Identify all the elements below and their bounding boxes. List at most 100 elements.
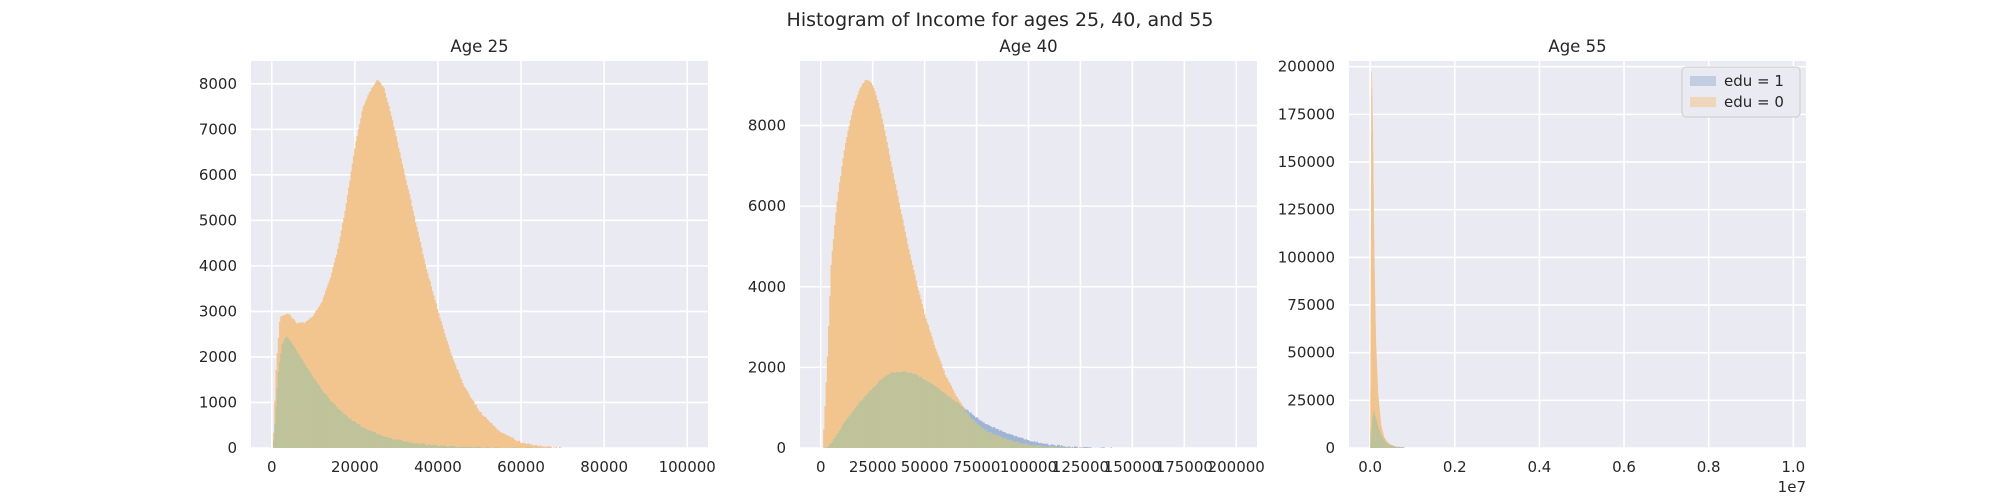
bar-overlap [294,348,297,448]
bar-overlap [955,402,957,448]
histogram-bars [272,80,562,448]
bar-edu1 [1041,443,1043,447]
bar-overlap [464,446,467,448]
bar-edu0 [395,136,397,440]
bar-edu1 [985,424,988,430]
bar-overlap [452,445,454,448]
bar-overlap [973,420,976,448]
bar-overlap [368,429,371,448]
bar-edu0 [935,351,938,387]
y-tick-label: 150000 [1278,153,1335,171]
bar-overlap [420,443,423,448]
bar-edu0 [442,328,445,446]
bar-overlap [933,385,936,448]
bar-edu0 [406,185,408,442]
bar-overlap [438,445,441,448]
bar-edu0 [316,309,319,383]
bar-edu0 [901,219,904,372]
bar-overlap [840,428,842,448]
bar-edu0 [908,249,910,373]
bar-edu0 [955,395,957,403]
bar-overlap [288,339,291,448]
bar-edu0 [823,429,825,448]
bar-edu1 [1019,437,1022,444]
bar-edu0 [851,115,853,413]
subplot-title: Age 55 [1548,37,1606,56]
bar-overlap [441,445,443,448]
bar-overlap [1003,438,1006,448]
bar-overlap [1007,440,1009,448]
bar-overlap [350,419,353,448]
bar-overlap [470,446,473,448]
bar-edu0 [950,385,952,398]
bar-overlap [1013,442,1016,448]
bar-edu1 [1052,444,1054,447]
bar-edu0 [509,436,511,448]
bar-overlap [386,436,389,448]
bar-edu0 [424,264,427,444]
bar-overlap [415,442,418,448]
bar-overlap [889,373,892,448]
bar-edu0 [863,82,865,398]
x-tick-label: 125000 [1052,458,1109,476]
bar-overlap [465,446,468,448]
bar-overlap [431,444,434,448]
bar-edu0 [874,91,876,387]
bar-edu0 [852,109,854,412]
bar-overlap [851,412,853,448]
bar-overlap [402,441,405,448]
x-tick-label: 0 [816,458,826,476]
bar-overlap [299,356,302,448]
bar-overlap [1052,446,1054,448]
bar-edu0 [521,443,523,448]
bar-overlap [984,430,986,448]
bar-edu0 [927,324,929,382]
bar-edu1 [1024,440,1026,444]
bar-edu1 [1001,431,1003,437]
bar-overlap [440,445,442,448]
bar-edu0 [900,214,903,372]
bar-edu0 [889,161,892,374]
bar-overlap [826,446,829,448]
bar-edu0 [884,136,887,376]
bar-overlap [1021,443,1024,448]
bar-overlap [1065,447,1068,448]
bar-overlap [1044,445,1047,448]
bar-edu0 [374,82,377,432]
bar-edu1 [1044,443,1047,446]
bar-edu0 [842,158,845,424]
bar-overlap [446,446,448,448]
bar-edu0 [933,344,936,386]
bar-edu0 [361,111,364,428]
bar-edu1 [968,412,971,416]
bar-overlap [448,445,451,448]
bar-edu0 [343,217,345,414]
bar-edu0 [887,148,889,375]
bar-overlap [858,402,860,448]
bar-overlap [834,438,836,448]
bar-overlap [1038,445,1041,448]
bar-overlap [910,372,913,448]
bar-edu0 [429,281,431,445]
bar-edu0 [555,447,557,448]
bar-overlap [383,436,385,448]
bar-edu0 [549,446,551,448]
bar-edu0 [348,187,350,419]
x-tick-label: 40000 [414,458,462,476]
bar-edu0 [428,278,430,444]
bar-overlap [480,447,482,448]
y-tick-label: 1000 [199,393,237,411]
bar-overlap [866,393,869,448]
bar-edu0 [550,447,553,448]
bar-overlap [372,431,374,448]
bar-edu0 [327,283,330,398]
bar-overlap [949,396,951,448]
bar-edu0 [281,315,284,345]
bar-overlap [309,371,311,448]
bar-edu0 [878,108,881,381]
bar-overlap [938,387,940,448]
bar-edu0 [830,264,833,443]
bar-overlap [1017,441,1019,448]
legend-entry: edu = 0 [1724,93,1784,111]
bar-edu0 [1393,445,1395,447]
